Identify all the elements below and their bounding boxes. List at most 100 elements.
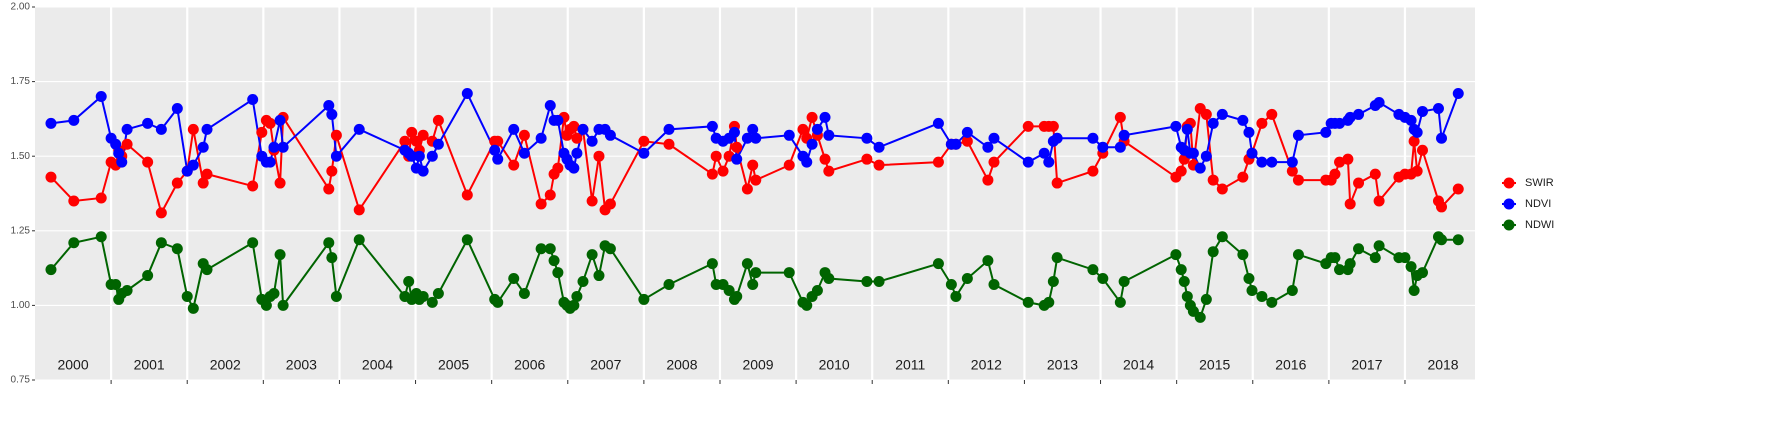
series-point bbox=[353, 204, 365, 216]
series-point bbox=[330, 150, 342, 162]
y-tick-label: 1.50 bbox=[11, 151, 31, 162]
series-point bbox=[155, 123, 167, 135]
series-point bbox=[1170, 249, 1182, 261]
year-label: 2016 bbox=[1275, 357, 1306, 373]
series-point bbox=[1051, 252, 1063, 264]
series-point bbox=[518, 147, 530, 159]
series-point bbox=[783, 159, 795, 171]
year-label: 2006 bbox=[514, 357, 545, 373]
series-point bbox=[861, 153, 873, 165]
series-point bbox=[1181, 290, 1193, 302]
series-point bbox=[1087, 264, 1099, 276]
series-point bbox=[1200, 150, 1212, 162]
series-point bbox=[45, 171, 57, 183]
series-point bbox=[1038, 147, 1050, 159]
series-point bbox=[747, 159, 759, 171]
series-point bbox=[1216, 108, 1228, 120]
series-point bbox=[932, 117, 944, 129]
series-point bbox=[1114, 111, 1126, 123]
series-point bbox=[1194, 162, 1206, 174]
series-point bbox=[1329, 252, 1341, 264]
series-point bbox=[323, 99, 335, 111]
series-point bbox=[819, 153, 831, 165]
series-point bbox=[873, 276, 885, 288]
series-point bbox=[1320, 126, 1332, 138]
series-point bbox=[1436, 132, 1448, 144]
series-point bbox=[571, 147, 583, 159]
series-point bbox=[323, 183, 335, 195]
series-point bbox=[950, 138, 962, 150]
series-point bbox=[1353, 177, 1365, 189]
series-point bbox=[535, 132, 547, 144]
series-point bbox=[811, 123, 823, 135]
series-point bbox=[961, 135, 973, 147]
series-point bbox=[1369, 168, 1381, 180]
series-point bbox=[426, 296, 438, 308]
series-point bbox=[461, 189, 473, 201]
series-point bbox=[121, 123, 133, 135]
series-point bbox=[323, 237, 335, 249]
series-point bbox=[823, 165, 835, 177]
series-point bbox=[577, 123, 589, 135]
series-point bbox=[568, 299, 580, 311]
series-point bbox=[432, 114, 444, 126]
series-point bbox=[861, 276, 873, 288]
legend-key bbox=[1503, 198, 1515, 210]
series-point bbox=[593, 150, 605, 162]
series-point bbox=[988, 156, 1000, 168]
series-point bbox=[432, 287, 444, 299]
series-point bbox=[706, 168, 718, 180]
series-point bbox=[1243, 273, 1255, 285]
series-point bbox=[1097, 273, 1109, 285]
series-point bbox=[353, 234, 365, 246]
series-point bbox=[247, 180, 259, 192]
series-point bbox=[1051, 132, 1063, 144]
series-point bbox=[1194, 311, 1206, 323]
series-point bbox=[142, 156, 154, 168]
y-tick-label: 0.75 bbox=[11, 375, 31, 386]
series-point bbox=[706, 258, 718, 270]
series-point bbox=[1286, 284, 1298, 296]
series-point bbox=[1344, 198, 1356, 210]
series-point bbox=[1200, 293, 1212, 305]
y-tick-label: 1.25 bbox=[11, 225, 31, 236]
series-point bbox=[604, 198, 616, 210]
series-point bbox=[1022, 120, 1034, 132]
year-label: 2017 bbox=[1351, 357, 1382, 373]
series-point bbox=[417, 129, 429, 141]
series-point bbox=[1246, 284, 1258, 296]
legend-label: NDWI bbox=[1525, 219, 1554, 231]
series-point bbox=[1292, 174, 1304, 186]
series-point bbox=[1436, 234, 1448, 246]
y-tick-label: 2.00 bbox=[11, 2, 31, 13]
series-point bbox=[806, 111, 818, 123]
year-label: 2015 bbox=[1199, 357, 1230, 373]
series-point bbox=[461, 88, 473, 100]
series-point bbox=[413, 150, 425, 162]
series-point bbox=[110, 279, 122, 291]
series-point bbox=[535, 198, 547, 210]
series-point bbox=[544, 189, 556, 201]
series-point bbox=[45, 264, 57, 276]
series-point bbox=[568, 162, 580, 174]
year-label: 2014 bbox=[1123, 357, 1154, 373]
series-point bbox=[201, 123, 213, 135]
series-point bbox=[1452, 234, 1464, 246]
legend-key bbox=[1503, 219, 1515, 231]
series-point bbox=[1118, 129, 1130, 141]
series-point bbox=[1353, 243, 1365, 255]
series-point bbox=[1118, 276, 1130, 288]
series-point bbox=[1405, 261, 1417, 273]
series-point bbox=[1207, 174, 1219, 186]
series-point bbox=[1187, 147, 1199, 159]
series-point bbox=[277, 141, 289, 153]
series-point bbox=[1043, 156, 1055, 168]
series-point bbox=[548, 255, 560, 267]
series-point bbox=[201, 264, 213, 276]
series-point bbox=[932, 258, 944, 270]
series-point bbox=[492, 135, 504, 147]
series-point bbox=[544, 99, 556, 111]
series-point bbox=[1175, 165, 1187, 177]
series-point bbox=[256, 126, 268, 138]
